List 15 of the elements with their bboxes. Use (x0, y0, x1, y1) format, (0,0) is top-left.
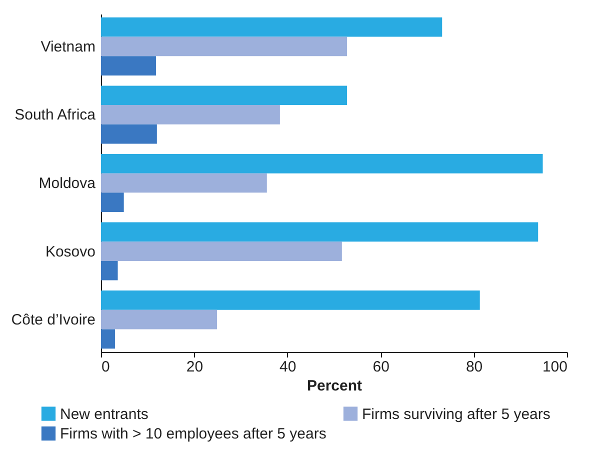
y-tick-label: Vietnam (40, 38, 96, 56)
x-tick-label: 60 (372, 358, 390, 376)
x-tick-label: 20 (186, 358, 204, 376)
y-tick-label: Moldova (38, 175, 96, 192)
x-tick-label: 40 (280, 358, 296, 376)
legend-label: New entrants (60, 406, 148, 423)
legend-label: Firms with > 10 employees after 5 years (60, 426, 326, 442)
x-tick-label: 0 (102, 358, 110, 376)
legend-label: Firms surviving after 5 years (362, 406, 550, 423)
x-tick-label: 80 (466, 358, 483, 376)
x-axis-title: Percent (306, 378, 362, 394)
x-tick-label: 100 (542, 358, 568, 376)
y-tick-label: Côte d’Ivoire (11, 312, 96, 329)
y-tick-label: South Africa (14, 106, 96, 124)
y-tick-label: Kosovo (45, 243, 96, 260)
